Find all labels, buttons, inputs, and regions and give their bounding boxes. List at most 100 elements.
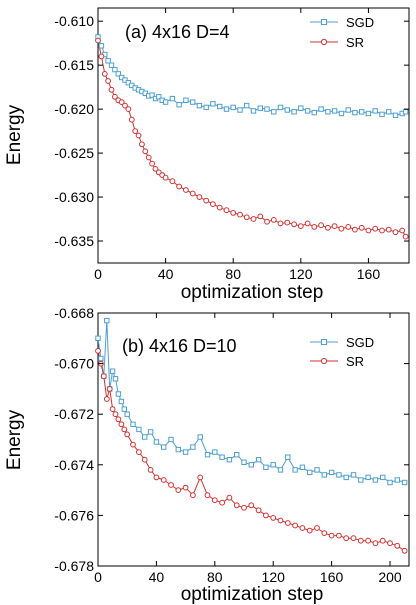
chart-b-point-sr <box>109 406 116 413</box>
chart-b-point-sgd <box>212 449 218 455</box>
chart-a-point-sr <box>372 225 379 232</box>
chart-b-point-sr <box>153 474 160 481</box>
chart-a-point-sr <box>331 223 338 230</box>
chart-b-point-sr <box>211 497 218 504</box>
chart-a-point-sr <box>135 132 142 139</box>
chart-b-point-sr <box>160 477 167 483</box>
chart-a-point-sr <box>112 93 118 100</box>
chart-b-point-sr <box>112 411 119 418</box>
chart-b-point-sr <box>343 535 350 542</box>
chart-b-point-sgd <box>292 467 298 473</box>
chart-b-ylabel: Energy <box>4 409 25 470</box>
chart-a-point-sr <box>237 211 243 218</box>
chart-b-point-sr <box>219 499 226 506</box>
chart-a-point-sr <box>318 222 325 229</box>
chart-b-point-sgd <box>299 464 306 471</box>
chart-b-markers <box>95 317 408 554</box>
chart-a-point-sgd <box>298 105 304 111</box>
chart-b-point-sgd <box>142 434 148 440</box>
chart-a-point-sr <box>304 220 311 227</box>
chart-b-point-sgd <box>263 464 269 471</box>
chart-a-point-sgd <box>359 109 365 115</box>
chart-b-point-sgd <box>336 472 342 478</box>
chart-b-point-sgd <box>168 436 174 443</box>
chart-b-point-sr <box>284 520 291 526</box>
chart-b-point-sr <box>182 484 189 491</box>
chart-b-point-sgd <box>234 452 240 458</box>
chart-b-point-sr <box>233 502 240 509</box>
chart-a-point-sgd <box>217 103 223 110</box>
chart-a-point-sr <box>270 217 277 223</box>
chart-a-point-sgd <box>115 71 121 77</box>
chart-b-xtick-label: 80 <box>207 569 223 585</box>
chart-a-point-sgd <box>325 109 331 115</box>
chart-a-point-sgd <box>277 104 284 111</box>
chart-b-point-sr <box>136 449 142 456</box>
chart-a-point-sgd <box>379 111 385 118</box>
chart-b-point-sgd <box>285 454 291 460</box>
chart-a-point-sr <box>101 71 108 77</box>
chart-a-point-sr <box>128 116 135 123</box>
chart-b-point-sgd <box>161 444 167 450</box>
chart-b-point-sgd <box>314 467 320 473</box>
chart-b-ytick-label: -0.672 <box>54 406 94 422</box>
chart-b-xtick-label: 0 <box>94 569 102 585</box>
chart-a-point-sr <box>365 227 372 234</box>
chart-a-point-sr <box>379 227 385 234</box>
chart-b-point-sgd <box>130 421 136 428</box>
chart-a-point-sr <box>402 233 409 240</box>
chart-a-point-sr <box>162 174 169 181</box>
chart-a-point-sr <box>189 190 196 197</box>
chart-a-point-sgd <box>345 107 351 113</box>
chart-b-point-sr <box>306 527 313 534</box>
chart-a-point-sr <box>196 194 203 201</box>
chart-b: 0 40 80 120 160 200 -0.678 -0.676 -0.674 -0.672 -0… <box>4 305 410 605</box>
chart-a-point-sr <box>216 204 223 211</box>
chart-a-point-sgd <box>162 99 169 105</box>
chart-a-point-sr <box>399 227 406 234</box>
chart-a-markers <box>95 34 409 240</box>
chart-a-point-sgd <box>372 108 378 114</box>
chart-b-point-sgd <box>109 368 116 374</box>
chart-b-point-sr <box>115 416 122 423</box>
chart-a-point-sgd <box>291 109 297 115</box>
chart-a-point-sgd <box>311 109 318 116</box>
chart-a-line-sr <box>97 40 407 237</box>
chart-a-ytick-label: -0.630 <box>54 189 94 205</box>
chart-b-ytick-label: -0.678 <box>54 558 94 574</box>
chart-b-point-sgd <box>136 426 142 433</box>
chart-a-xtick-label: 40 <box>158 266 174 282</box>
chart-a-point-sgd <box>210 101 216 107</box>
chart-a-point-sgd <box>156 94 162 100</box>
chart-a-point-sgd <box>338 110 345 117</box>
chart-a-point-sr <box>176 183 183 190</box>
chart-b-point-sgd <box>248 462 255 468</box>
chart-b-point-sgd <box>365 474 371 481</box>
chart-b-point-sgd <box>372 477 379 483</box>
chart-b-point-sgd <box>380 474 386 481</box>
chart-a-point-sgd <box>257 105 264 111</box>
chart-a-ytick-label: -0.610 <box>54 13 94 29</box>
chart-b-point-sr <box>401 547 408 554</box>
chart-a-point-sgd <box>365 110 372 117</box>
chart-b-point-sr <box>106 386 113 392</box>
chart-a-xlabel: optimization step <box>181 282 324 303</box>
chart-b-point-sr <box>204 492 211 499</box>
chart-a-point-sr <box>105 78 111 84</box>
chart-b-line-sr <box>97 350 405 552</box>
chart-b-point-sr <box>299 525 306 531</box>
chart-a-point-sgd <box>98 43 105 49</box>
chart-b-point-sr <box>365 537 372 544</box>
chart-b-point-sr <box>263 512 269 519</box>
chart-a-point-sgd <box>223 106 230 112</box>
chart-a-point-sgd <box>304 108 311 114</box>
chart-a-point-sr <box>385 226 392 233</box>
chart-b-point-sr <box>248 502 255 509</box>
chart-a-point-sgd <box>271 109 277 115</box>
chart-b-point-sgd <box>255 457 262 463</box>
chart-a-xtick-label: 0 <box>94 266 102 282</box>
chart-a-point-sgd <box>105 58 111 64</box>
chart-a-point-sr <box>169 178 176 185</box>
chart-a-point-sgd <box>318 106 324 112</box>
chart-b-point-sgd <box>277 467 284 473</box>
